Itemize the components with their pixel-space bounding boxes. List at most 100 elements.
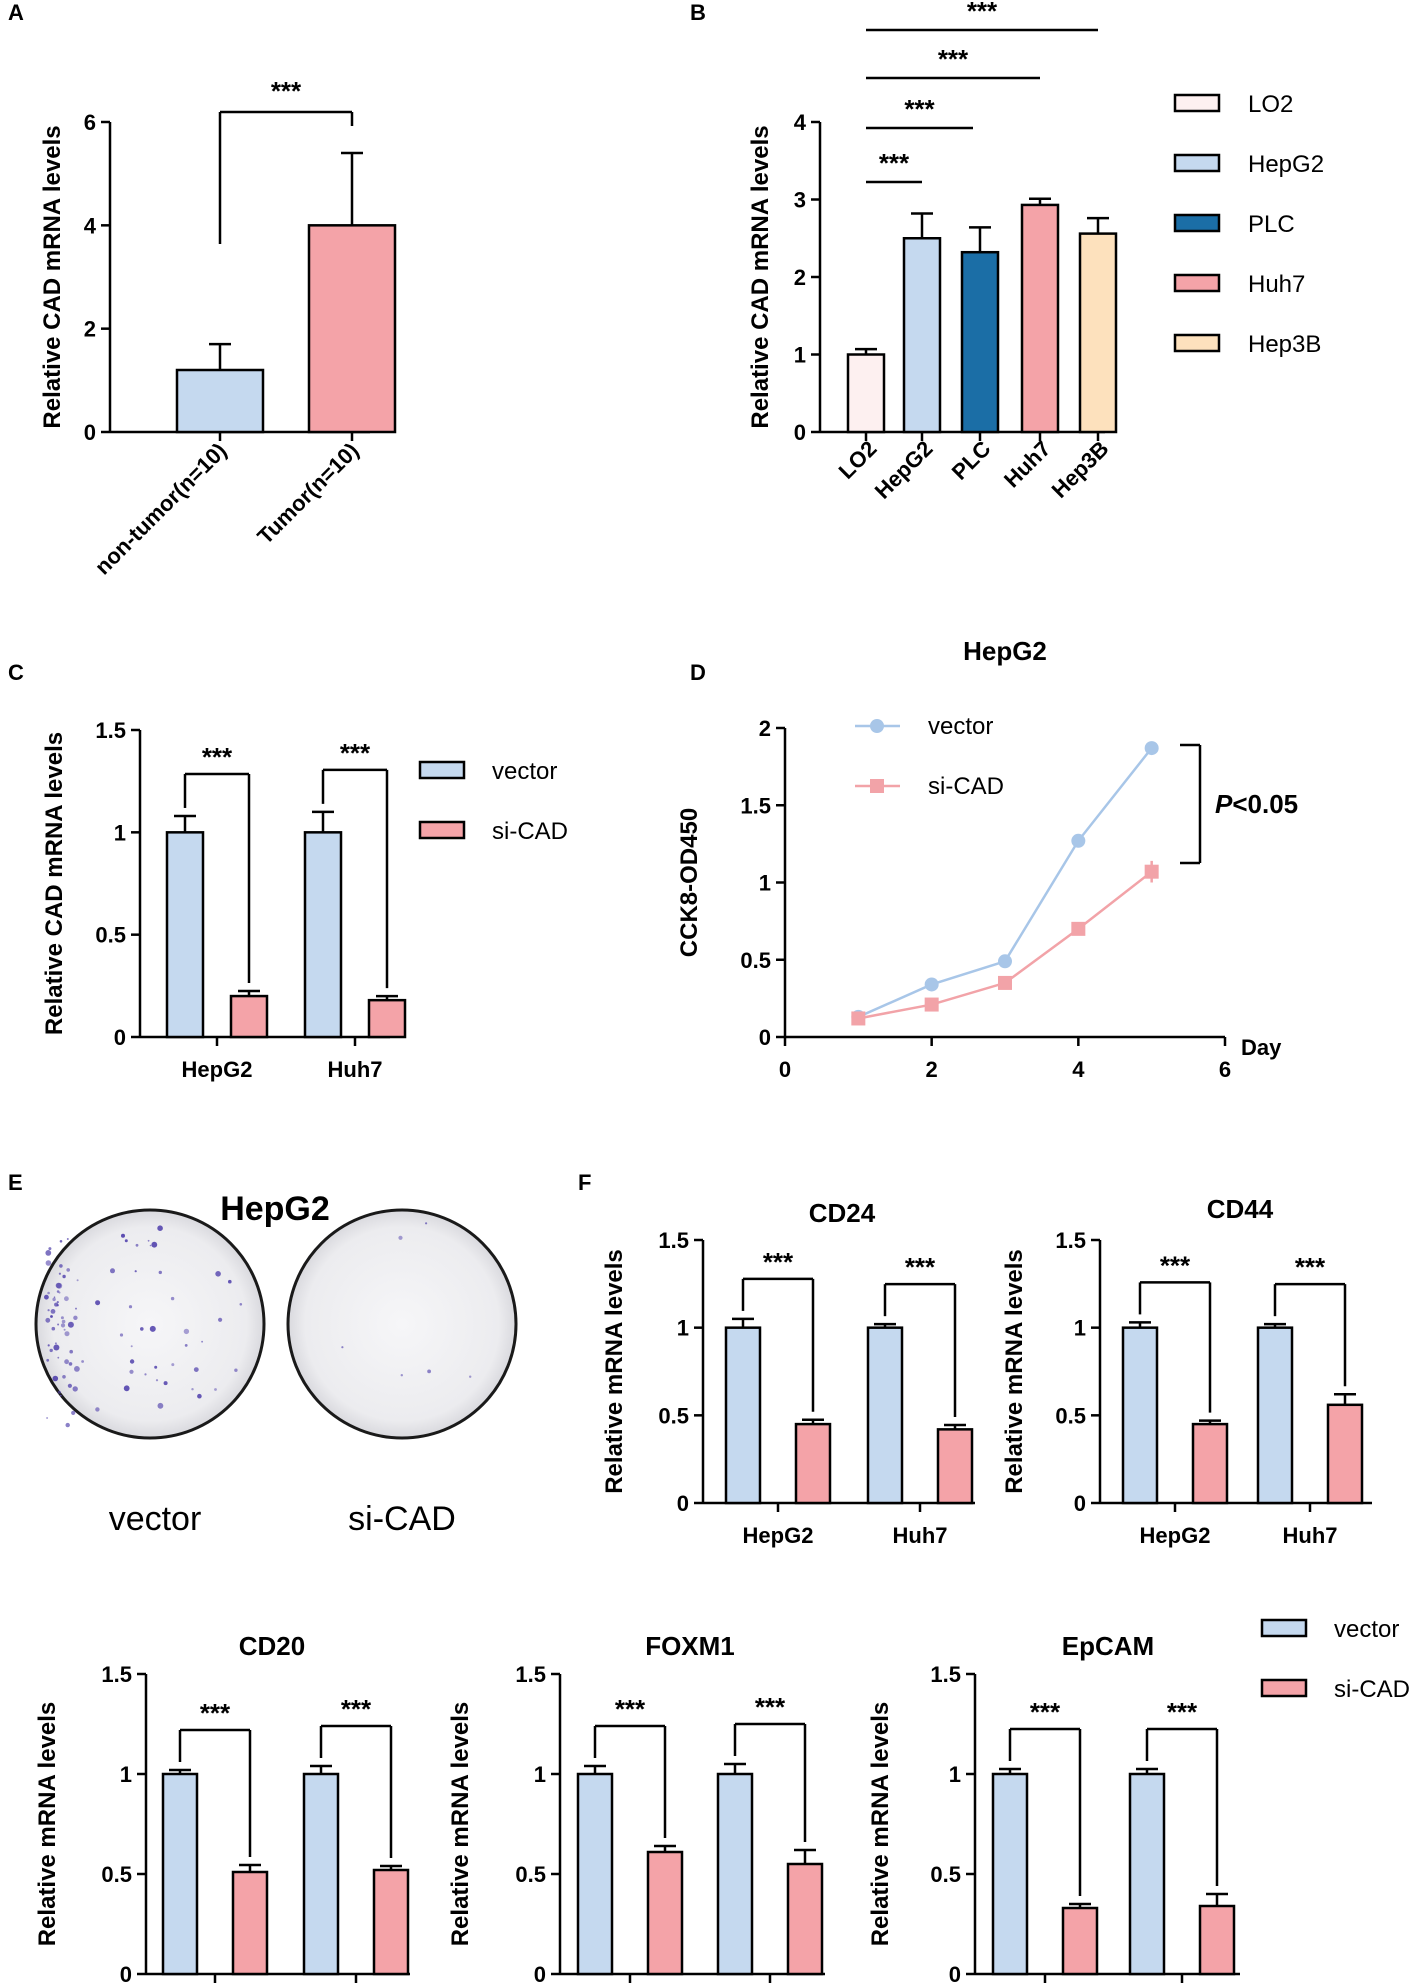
chart-d-xlabel: Day — [1241, 1035, 1282, 1060]
colony-dot — [73, 1315, 78, 1321]
chart-f5-legend-label: vector — [1334, 1616, 1399, 1643]
colony-dot — [183, 1328, 190, 1335]
chart-f2-xtick-label: HepG2 — [1140, 1523, 1211, 1548]
colony-dot — [72, 1386, 78, 1392]
chart-d-point-si-cad — [1144, 864, 1159, 879]
colony-dot — [62, 1274, 66, 1279]
chart-b-ylabel: Relative CAD mRNA levels — [747, 125, 774, 428]
chart-f4-bar-si-cad — [786, 1862, 824, 1976]
colony-dot — [64, 1296, 69, 1302]
chart-d-point-vector — [998, 954, 1012, 969]
colony-dot — [123, 1385, 130, 1392]
chart-f2-bar-si-cad — [1326, 1403, 1364, 1505]
colony-dot — [56, 1301, 59, 1304]
colony-dot — [61, 1319, 66, 1324]
chart-c-bar-vector — [165, 831, 205, 1039]
chart-f5-ytick-label: 1.5 — [930, 1662, 961, 1687]
chart-c-sig: *** — [340, 738, 371, 768]
chart-d-point-vector — [1071, 833, 1086, 848]
colony-dot — [130, 1345, 133, 1348]
chart-b-ytick-label: 0 — [794, 420, 806, 445]
chart-f2-sig: *** — [1295, 1252, 1326, 1282]
colony-dot — [201, 1340, 204, 1343]
colony-dot — [155, 1379, 159, 1382]
chart-a-bar — [307, 224, 397, 434]
chart-c-bar-si-cad — [367, 998, 407, 1039]
colony-dot — [58, 1272, 62, 1275]
colony-dot — [154, 1365, 158, 1369]
colony-dot — [47, 1344, 50, 1347]
chart-a-xtick-label: Tumor(n=10) — [252, 438, 363, 549]
chart-f3-bar-vector — [302, 1772, 340, 1976]
chart-f5-ytick-label: 0.5 — [930, 1862, 961, 1887]
plate-vector — [34, 1208, 266, 1440]
colony-dot — [44, 1294, 49, 1300]
chart-c-bar-vector — [303, 831, 343, 1039]
colony-dot — [171, 1363, 175, 1367]
chart-d-xtick-label: 2 — [926, 1057, 938, 1082]
chart-f3-ytick-label: 1.5 — [101, 1662, 132, 1687]
chart-f5-bar-vector — [991, 1772, 1029, 1976]
chart-d-title: HepG2 — [963, 636, 1047, 666]
chart-f3-ytick-label: 0 — [120, 1962, 132, 1986]
chart-b-xtick-label: LO2 — [834, 436, 882, 484]
chart-f1-xtick-label: HepG2 — [743, 1523, 814, 1548]
chart-c-ytick-label: 0 — [114, 1025, 126, 1050]
chart-c-legend-swatch — [418, 820, 466, 840]
colony-dot — [53, 1296, 56, 1298]
colony-dot — [45, 1317, 51, 1323]
chart-f5-bar-si-cad — [1061, 1906, 1099, 1976]
colony-dot — [56, 1290, 60, 1293]
colony-dot — [64, 1359, 69, 1365]
colonies-vector — [44, 1225, 243, 1428]
chart-d-point-si-cad — [924, 997, 939, 1012]
chart-d-ytick-label: 2 — [759, 716, 771, 741]
chart-f3-title: CD20 — [239, 1631, 305, 1661]
colony-dot — [124, 1239, 128, 1243]
colony-dot — [50, 1309, 56, 1314]
chart-b-sig: *** — [904, 94, 935, 124]
chart-f1-bar-si-cad — [794, 1422, 832, 1505]
colony-dot — [62, 1375, 66, 1379]
chart-d-ytick-label: 0 — [759, 1025, 771, 1050]
colony-title: HepG2 — [220, 1190, 330, 1228]
colony-dot — [67, 1321, 74, 1328]
colony-dot — [234, 1368, 238, 1372]
colony-dot — [54, 1342, 57, 1345]
chart-f2-xtick-label: Huh7 — [1283, 1523, 1338, 1548]
chart-b-legend-swatch — [1173, 273, 1221, 293]
chart-a-ytick-label: 6 — [84, 110, 96, 135]
chart-b-legend-label: LO2 — [1248, 91, 1293, 118]
chart-d-point-vector — [924, 977, 939, 992]
chart-d-legend-label: si-CAD — [928, 773, 1004, 800]
colony-dot — [59, 1240, 63, 1243]
chart-c-sig: *** — [202, 742, 233, 772]
colony-dot — [52, 1297, 56, 1302]
chart-c-legend-label: vector — [492, 758, 557, 785]
colony-caption-vector: vector — [109, 1500, 202, 1538]
chart-f1-ytick-label: 0 — [677, 1491, 689, 1516]
chart-f4-sig: *** — [615, 1694, 646, 1724]
colony-dot — [95, 1300, 101, 1306]
colony-dot — [46, 1417, 49, 1419]
chart-d-legend-marker — [870, 719, 884, 733]
colony-dot — [140, 1327, 144, 1331]
colony-dot — [157, 1225, 163, 1231]
p-threshold: <0.05 — [1232, 789, 1298, 819]
chart-c-bar-si-cad — [229, 994, 269, 1039]
chart-f4-ytick-label: 0 — [534, 1962, 546, 1986]
chart-a-ytick-label: 0 — [84, 420, 96, 445]
colony-photo-panel: HepG2 vector si-CAD — [34, 1190, 518, 1538]
chart-f3-sig: *** — [200, 1698, 231, 1728]
colony-dot — [51, 1326, 56, 1331]
chart-f5-bar-si-cad — [1198, 1904, 1236, 1976]
colony-dot — [74, 1366, 80, 1372]
chart-f1-sig: *** — [905, 1252, 936, 1282]
chart-f1-sig: *** — [763, 1247, 794, 1277]
chart-b-bar — [960, 250, 1000, 434]
chart-f5-legend-label: si-CAD — [1334, 1676, 1410, 1703]
chart-b-xtick-label: PLC — [947, 436, 996, 485]
colony-dot — [95, 1407, 100, 1412]
chart-f4-ylabel: Relative mRNA levels — [447, 1702, 474, 1947]
colonies-si-cad — [341, 1222, 472, 1378]
